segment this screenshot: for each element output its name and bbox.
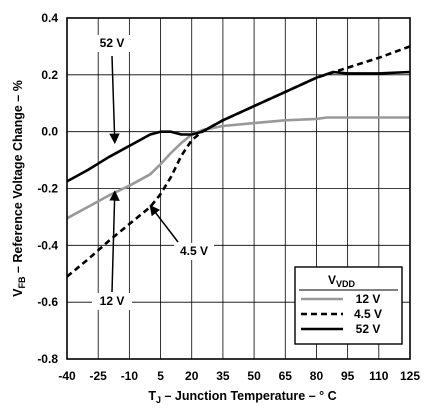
- series-line-12-v: [66, 116, 410, 220]
- x-tick-label: 20: [185, 369, 199, 383]
- legend-label: 52 V: [356, 322, 381, 336]
- x-tick-label: -40: [58, 369, 76, 383]
- annotation-label: 52 V: [100, 36, 125, 50]
- y-tick-label: 0.0: [41, 125, 58, 139]
- y-tick-label: -0.2: [37, 182, 58, 196]
- annotation-arrow: [109, 190, 120, 293]
- x-tick-label: 50: [247, 369, 261, 383]
- x-tick-label: 35: [216, 369, 230, 383]
- series-line-4-5-v: [66, 45, 411, 278]
- y-tick-label: -0.4: [37, 238, 58, 252]
- x-tick-label: 110: [369, 369, 389, 383]
- y-tick-label: -0.6: [37, 295, 58, 309]
- x-tick-label: 125: [400, 369, 420, 383]
- x-tick-label: 5: [157, 369, 164, 383]
- annotation-label-bg: [174, 243, 214, 260]
- annotation-label-bg: [92, 293, 132, 310]
- x-tick-label: 65: [279, 369, 293, 383]
- annotation-arrow: [109, 55, 120, 145]
- x-tick-label: -10: [121, 369, 139, 383]
- x-axis-title: TJ – Junction Temperature – ° C: [148, 389, 336, 405]
- x-tick-label: 95: [341, 369, 355, 383]
- annotation-label-bg: [92, 35, 132, 52]
- series-line-52-v: [66, 70, 411, 183]
- annotations: 52 V 4.5 V 12 V: [92, 35, 214, 310]
- y-tick-label: -0.8: [37, 352, 58, 366]
- plot-frame: [66, 17, 411, 360]
- y-tick-label: 0.4: [41, 11, 58, 25]
- x-tick-label: -25: [90, 369, 108, 383]
- legend-label: 4.5 V: [354, 307, 382, 321]
- series-lines: [66, 45, 411, 278]
- axis-titles: TJ – Junction Temperature – ° C VFB – Ref…: [11, 80, 337, 405]
- tick-labels: -40 -25 -10 5 20 35 50 65 80 95 110 125 -0.8 -0.6 -0.4…: [37, 11, 420, 383]
- annotation-arrow: [149, 204, 179, 243]
- x-tick-label: 80: [310, 369, 324, 383]
- annotation-label: 12 V: [100, 294, 125, 308]
- y-tick-label: 0.2: [41, 68, 58, 82]
- y-axis-title: VFB – Reference Voltage Change – %: [11, 80, 27, 297]
- legend-title: VVDD: [328, 273, 356, 289]
- legend-box: [294, 266, 403, 345]
- legend-label: 12 V: [356, 292, 381, 306]
- annotation-label: 4.5 V: [180, 244, 208, 258]
